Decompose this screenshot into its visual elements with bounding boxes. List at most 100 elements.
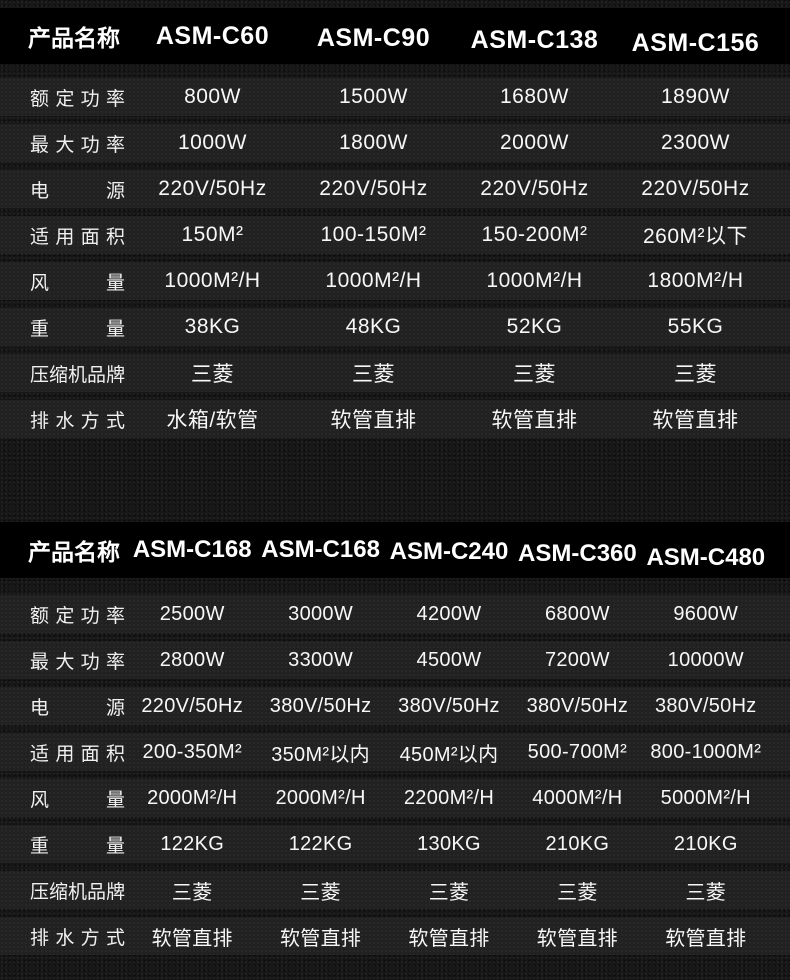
spec-value: 三菱 — [513, 363, 556, 386]
product-name-heading: 产品名称 — [28, 539, 120, 565]
spec-label: 风量 — [30, 789, 125, 811]
spec-label: 排水方式 — [30, 927, 125, 949]
spec-value: 3000W — [288, 602, 354, 625]
model-heading: ASM-C60 — [155, 21, 270, 50]
spec-value: 1800M²/H — [647, 269, 744, 292]
spec-value: 3300W — [288, 648, 354, 671]
spec-value: 800-1000M² — [650, 740, 762, 763]
spec-table-1-header-row: 产品名称 ASM-C60 ASM-C90 ASM-C138 ASM-C156 — [0, 8, 790, 64]
spec-value: 122KG — [288, 832, 353, 855]
spec-value: 软管直排 — [330, 409, 417, 432]
spec-value: 1500W — [338, 85, 409, 108]
spec-label: 适用面积 — [30, 226, 125, 248]
spec-value: 2800W — [159, 648, 225, 671]
spec-value: 10000W — [667, 648, 744, 671]
spec-value: 三菱 — [352, 363, 395, 386]
spec-value: 1000M²/H — [486, 269, 583, 292]
spec-value: 2300W — [660, 131, 731, 154]
model-heading: ASM-C360 — [518, 540, 637, 567]
spec-value: 2000W — [499, 131, 570, 154]
spec-row-rated-power: 额定功率 2500W 3000W 4200W 6800W 9600W — [0, 595, 790, 633]
spec-value: 1000M²/H — [325, 269, 422, 292]
spec-value: 三菱 — [557, 881, 598, 904]
spec-value: 52KG — [506, 315, 563, 338]
spec-value: 220V/50Hz — [158, 177, 267, 200]
spec-label: 压缩机品牌 — [30, 881, 126, 903]
spec-value: 220V/50Hz — [319, 177, 428, 200]
spec-table-1: 产品名称 ASM-C60 ASM-C90 ASM-C138 ASM-C156 额… — [0, 8, 790, 438]
product-name-heading: 产品名称 — [28, 25, 120, 51]
spec-value: 7200W — [544, 648, 610, 671]
spec-value: 三菱 — [191, 363, 234, 386]
spec-value: 380V/50Hz — [398, 694, 500, 717]
spec-value: 122KG — [160, 832, 225, 855]
model-heading: ASM-C90 — [316, 23, 431, 52]
spec-value: 380V/50Hz — [654, 694, 757, 717]
spec-value: 三菱 — [674, 363, 717, 386]
spec-value: 软管直排 — [536, 927, 618, 950]
spec-label: 压缩机品牌 — [30, 364, 126, 386]
spec-value: 220V/50Hz — [141, 694, 244, 717]
spec-row-air-volume: 风量 1000M²/H 1000M²/H 1000M²/H 1800M²/H — [0, 262, 790, 300]
spec-label: 额定功率 — [30, 605, 125, 627]
spec-label: 电源 — [30, 180, 125, 202]
spec-value: 150M² — [181, 223, 244, 246]
spec-value: 55KG — [667, 315, 724, 338]
spec-value: 三菱 — [300, 881, 341, 904]
spec-row-coverage-area: 适用面积 200-350M² 350M²以内 450M²以内 500-700M²… — [0, 733, 790, 771]
spec-value: 100-150M² — [320, 223, 427, 246]
spec-value: 2000M²/H — [147, 786, 238, 809]
model-heading: ASM-C156 — [631, 28, 760, 57]
spec-label: 重量 — [30, 835, 125, 857]
spec-value: 48KG — [345, 315, 402, 338]
spec-value: 5000M²/H — [660, 786, 751, 809]
spec-value: 220V/50Hz — [641, 177, 750, 200]
spec-row-coverage-area: 适用面积 150M² 100-150M² 150-200M² 260M²以下 — [0, 216, 790, 254]
spec-row-weight: 重量 122KG 122KG 130KG 210KG 210KG — [0, 825, 790, 863]
spec-value: 260M²以下 — [642, 225, 749, 248]
spec-value: 软管直排 — [491, 409, 578, 432]
spec-value: 380V/50Hz — [269, 694, 372, 717]
spec-row-power-supply: 电源 220V/50Hz 380V/50Hz 380V/50Hz 380V/50… — [0, 687, 790, 725]
model-heading: ASM-C480 — [646, 544, 766, 571]
spec-label: 风量 — [30, 272, 125, 294]
spec-value: 1680W — [499, 85, 570, 108]
spec-value: 软管直排 — [151, 927, 233, 950]
model-heading: ASM-C138 — [470, 25, 599, 54]
spec-value: 三菱 — [685, 881, 727, 904]
spec-value: 2000M²/H — [275, 786, 366, 809]
spec-value: 210KG — [673, 832, 738, 855]
spec-label: 最大功率 — [30, 134, 125, 156]
spec-value: 150-200M² — [481, 223, 588, 246]
spec-value: 350M²以内 — [271, 743, 370, 766]
spec-row-max-power: 最大功率 1000W 1800W 2000W 2300W — [0, 124, 790, 162]
spec-row-drainage: 排水方式 软管直排 软管直排 软管直排 软管直排 软管直排 — [0, 917, 790, 955]
model-heading: ASM-C168 — [132, 536, 252, 563]
model-heading: ASM-C168 — [261, 536, 380, 563]
spec-value: 220V/50Hz — [480, 177, 589, 200]
spec-value: 三菱 — [171, 881, 213, 904]
spec-value: 4500W — [416, 648, 482, 671]
spec-label: 重量 — [30, 318, 125, 340]
spec-value: 800W — [184, 85, 241, 108]
spec-value: 软管直排 — [408, 927, 490, 950]
spec-value: 200-350M² — [142, 740, 242, 763]
spec-table-2: 产品名称 ASM-C168 ASM-C168 ASM-C240 ASM-C360… — [0, 522, 790, 955]
spec-label: 额定功率 — [30, 88, 125, 110]
spec-value: 130KG — [417, 832, 481, 855]
spec-row-air-volume: 风量 2000M²/H 2000M²/H 2200M²/H 4000M²/H 5… — [0, 779, 790, 817]
spec-value: 1000M²/H — [164, 269, 261, 292]
spec-label: 适用面积 — [30, 743, 125, 765]
spec-value: 9600W — [673, 602, 739, 625]
spec-row-power-supply: 电源 220V/50Hz 220V/50Hz 220V/50Hz 220V/50… — [0, 170, 790, 208]
spec-value: 4000M²/H — [532, 786, 623, 809]
spec-table-2-header-row: 产品名称 ASM-C168 ASM-C168 ASM-C240 ASM-C360… — [0, 522, 790, 578]
spec-value: 210KG — [545, 832, 610, 855]
spec-label: 最大功率 — [30, 651, 125, 673]
spec-value: 软管直排 — [652, 409, 739, 432]
spec-value: 6800W — [544, 602, 610, 625]
spec-value: 1800W — [338, 131, 409, 154]
spec-value: 软管直排 — [279, 927, 362, 950]
spec-value: 4200W — [416, 602, 482, 625]
spec-value: 500-700M² — [527, 740, 628, 763]
